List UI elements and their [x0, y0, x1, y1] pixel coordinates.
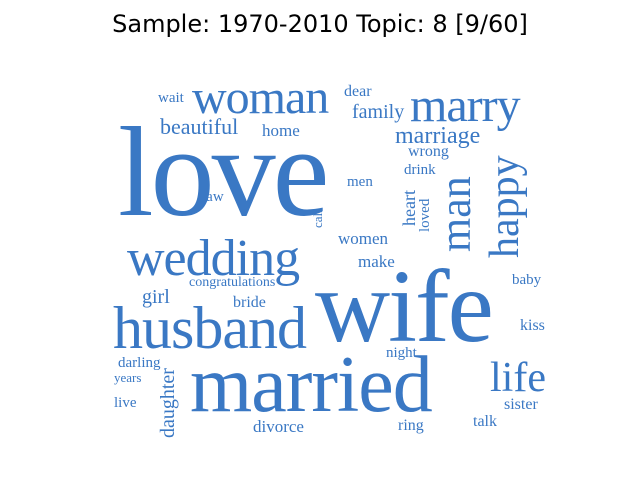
- word-women: women: [338, 229, 389, 248]
- word-marriage: marriage: [395, 123, 481, 149]
- word-daughter: daughter: [157, 368, 179, 438]
- word-wait: wait: [158, 90, 184, 106]
- word-call: call: [310, 209, 325, 228]
- word-live: live: [114, 395, 137, 411]
- word-bride: bride: [233, 294, 266, 311]
- word-family: family: [352, 101, 405, 123]
- word-night: night: [386, 345, 417, 361]
- word-life: life: [490, 355, 546, 401]
- word-beautiful: beautiful: [160, 114, 239, 139]
- word-sister: sister: [504, 396, 538, 413]
- word-ring: ring: [398, 417, 424, 434]
- word-marry: marry: [410, 79, 521, 132]
- word-men: men: [347, 174, 373, 190]
- word-darling: darling: [118, 355, 161, 371]
- word-love: love: [118, 101, 329, 243]
- word-woman: woman: [192, 71, 329, 124]
- word-heart: heart: [399, 190, 419, 226]
- word-drink: drink: [404, 162, 436, 178]
- word-man: man: [431, 176, 480, 252]
- word-congratulations: congratulations: [189, 275, 276, 290]
- word-make: make: [358, 252, 395, 271]
- figure-title: Sample: 1970-2010 Topic: 8 [9/60]: [112, 10, 528, 38]
- word-home: home: [262, 121, 300, 140]
- word-married: married: [190, 341, 433, 429]
- word-divorce: divorce: [253, 417, 304, 436]
- word-baby: baby: [512, 272, 542, 288]
- word-husband: husband: [113, 295, 307, 361]
- word-wrong: wrong: [408, 143, 449, 160]
- word-loved: loved: [417, 198, 433, 232]
- word-wife: wife: [315, 249, 494, 364]
- word-law: law: [202, 189, 224, 205]
- word-years: years: [114, 370, 142, 385]
- word-girl: girl: [142, 286, 170, 308]
- word-dear: dear: [344, 83, 372, 100]
- word-happy: happy: [482, 155, 528, 258]
- word-wedding: wedding: [127, 230, 300, 287]
- word-kiss: kiss: [520, 317, 545, 334]
- word-talk: talk: [473, 413, 497, 430]
